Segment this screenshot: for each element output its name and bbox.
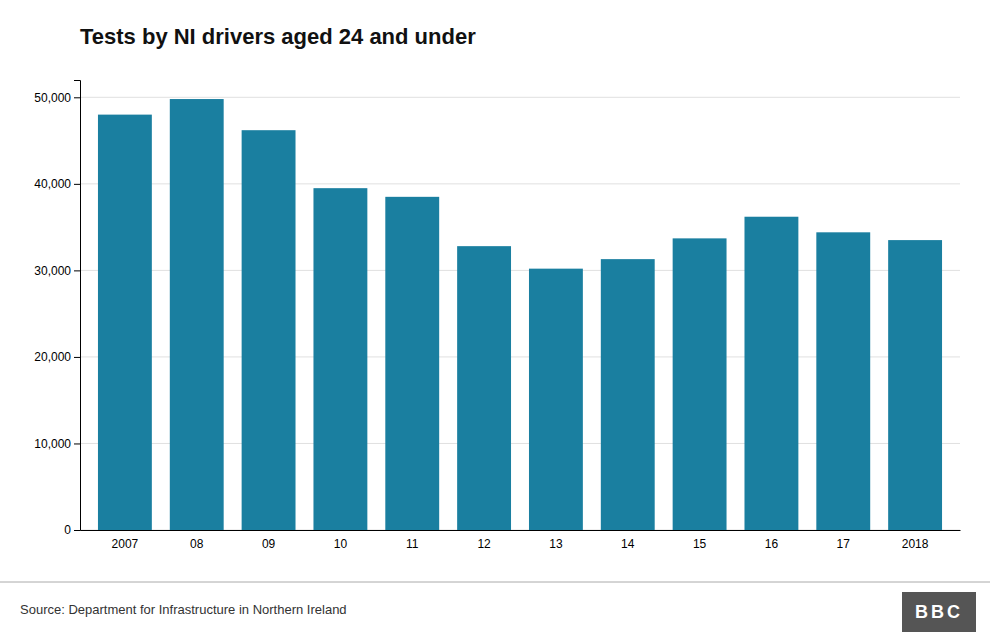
bar [529,269,583,530]
x-tick-label: 08 [190,537,204,551]
x-tick-label: 11 [406,537,419,551]
x-tick: 12 [477,537,491,551]
logo-box [902,592,976,632]
y-tick-mark [74,443,80,444]
x-tick-label: 13 [549,537,563,551]
title: Tests by NI drivers aged 24 and under [80,24,476,49]
y-tick-label: 50,000 [34,91,71,105]
x-tick: 09 [262,537,276,551]
grid-line [80,97,960,98]
x-tick: 15 [693,537,707,551]
x-tick-label: 2007 [112,537,139,551]
x-tick: 17 [837,537,851,551]
x-tick-label: 2018 [902,537,929,551]
y-tick: 10,000 [34,437,80,451]
y-tick-mark [74,530,80,531]
x-tick-label: 15 [693,537,707,551]
y-tick-label: 20,000 [34,350,71,364]
x-tick-label: 09 [262,537,276,551]
bar [888,240,942,530]
x-tick: 08 [190,537,204,551]
x-axis-line [81,530,961,531]
y-tick: 40,000 [34,177,80,191]
bar [744,217,798,530]
y-tick: 30,000 [34,264,80,278]
y-tick: 50,000 [34,91,80,105]
bar [313,188,367,530]
bar [816,232,870,530]
bars [98,99,942,530]
x-tick-label: 17 [837,537,851,551]
source-note: Source: Department for Infrastructure in… [20,602,347,617]
x-axis: 2007 08 09 10 11 12 13 14 15 16 17 2018 [81,531,961,551]
bar [98,115,152,530]
y-axis-line [74,81,81,531]
bar [673,238,727,530]
x-tick: 13 [549,537,563,551]
x-tick-label: 16 [765,537,779,551]
bar [170,99,224,530]
y-tick-mark [74,270,80,271]
y-axis: 0 10,000 20,000 30,000 40,000 50,000 [34,81,80,538]
y-tick-label: 10,000 [34,437,71,451]
x-tick: 10 [334,537,348,551]
bar [242,130,296,530]
bar [457,246,511,530]
y-tick-mark [74,97,80,98]
x-tick: 2018 [902,537,929,551]
grid [80,97,960,530]
y-tick-mark [74,357,80,358]
y-tick-mark [74,184,80,185]
x-tick: 16 [765,537,779,551]
x-tick-label: 14 [621,537,635,551]
y-tick-label: 0 [64,523,71,537]
bar [601,259,655,530]
y-tick-label: 30,000 [34,264,71,278]
x-tick-label: 12 [477,537,491,551]
y-tick-label: 40,000 [34,177,71,191]
y-tick: 20,000 [34,350,80,364]
y-tick: 0 [64,523,80,537]
footer-separator [0,582,990,583]
x-tick-label: 10 [334,537,348,551]
bar [385,197,439,530]
logo: BBC [915,602,963,622]
x-tick: 14 [621,537,635,551]
x-tick: 11 [406,537,419,551]
x-tick: 2007 [112,537,139,551]
chart: 0 10,000 20,000 30,000 40,000 50,000 2007 08 09 1… [0,0,990,640]
